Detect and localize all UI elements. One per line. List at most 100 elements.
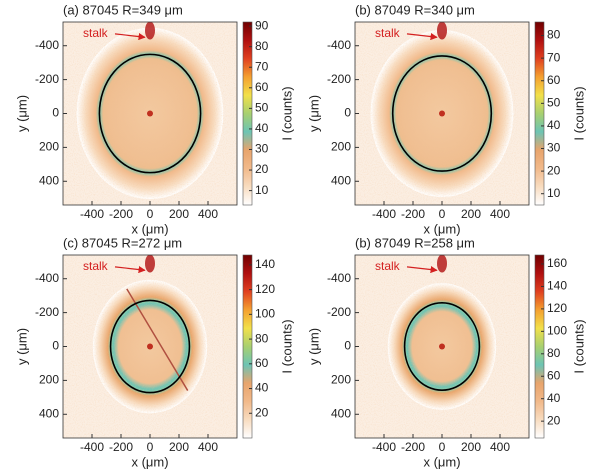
colorbar-tick-label: 140 xyxy=(255,257,275,271)
x-tick-label: 0 xyxy=(439,207,446,221)
x-axis-label: x (μm) xyxy=(423,454,460,469)
colorbar-tick-label: 30 xyxy=(255,142,269,156)
annotation: stalk xyxy=(375,259,401,273)
x-tick-label: 400 xyxy=(198,440,218,454)
x-tick-label: 200 xyxy=(169,207,189,221)
y-tick-label: -400 xyxy=(327,271,351,285)
stalk-blob xyxy=(437,22,447,40)
heatmap-image xyxy=(63,255,237,438)
colorbar-tick-label: 80 xyxy=(255,39,269,53)
center-spot xyxy=(147,343,153,350)
heatmap-image xyxy=(355,22,529,205)
colorbar-tick-label: 20 xyxy=(255,162,269,176)
x-tick-label: 400 xyxy=(198,207,218,221)
x-tick-label: 0 xyxy=(147,440,154,454)
colorbar-label: I (counts) xyxy=(279,319,294,373)
colorbar-tick-label: 20 xyxy=(547,413,561,427)
x-tick-label: 400 xyxy=(490,207,510,221)
y-tick-label: 400 xyxy=(39,406,59,420)
x-tick-label: -200 xyxy=(109,207,133,221)
y-tick-label: 400 xyxy=(331,173,351,187)
colorbar-tick-label: 100 xyxy=(255,307,275,321)
center-spot xyxy=(439,110,445,117)
colorbar-tick-label: 20 xyxy=(547,163,561,177)
y-tick-label: -400 xyxy=(35,271,59,285)
y-tick-label: 200 xyxy=(39,140,59,154)
colorbar-tick-label: 60 xyxy=(255,356,269,370)
x-tick-label: 0 xyxy=(439,440,446,454)
fit-circle xyxy=(98,53,202,174)
y-tick-label: 0 xyxy=(52,339,59,353)
x-axis-label: x (μm) xyxy=(131,454,168,469)
colorbar-tick-label: 40 xyxy=(547,391,561,405)
heatmap-image xyxy=(355,255,529,438)
panel-title: (c) 87045 R=272 μm xyxy=(63,235,182,250)
colorbar-tick-label: 120 xyxy=(255,282,275,296)
y-tick-label: 200 xyxy=(331,140,351,154)
y-tick-label: 0 xyxy=(52,106,59,120)
y-tick-label: -200 xyxy=(327,305,351,319)
annotation-arrow xyxy=(114,32,146,41)
colorbar-tick-label: 10 xyxy=(255,183,269,197)
y-axis-label: y (μm) xyxy=(306,328,321,365)
colorbar-label: I (counts) xyxy=(571,319,586,373)
colorbar-tick-label: 20 xyxy=(255,405,269,419)
colorbar-tick-label: 70 xyxy=(255,59,269,73)
center-spot xyxy=(147,110,153,117)
center-spot xyxy=(439,343,445,350)
y-tick-label: 200 xyxy=(39,373,59,387)
x-tick-label: 200 xyxy=(169,440,189,454)
colorbar-tick-label: 100 xyxy=(547,324,567,338)
colorbar-tick-label: 70 xyxy=(547,50,561,64)
annotation-arrow xyxy=(406,265,438,274)
colorbar xyxy=(534,254,545,439)
y-tick-label: 400 xyxy=(39,173,59,187)
y-tick-label: -200 xyxy=(327,72,351,86)
x-tick-label: -200 xyxy=(401,440,425,454)
x-tick-label: -400 xyxy=(80,440,104,454)
x-axis-label: x (μm) xyxy=(131,221,168,236)
x-axis-label: x (μm) xyxy=(423,221,460,236)
colorbar xyxy=(534,21,545,206)
y-axis-label: y (μm) xyxy=(14,95,29,132)
colorbar-tick-label: 50 xyxy=(547,96,561,110)
y-tick-label: -200 xyxy=(35,305,59,319)
y-tick-label: -400 xyxy=(35,38,59,52)
panel-title: (a) 87045 R=349 μm xyxy=(63,2,183,17)
y-tick-label: -200 xyxy=(35,72,59,86)
colorbar-tick-label: 80 xyxy=(547,28,561,42)
y-tick-label: 0 xyxy=(344,339,351,353)
fit-circle xyxy=(391,55,493,172)
colorbar-tick-label: 40 xyxy=(255,381,269,395)
fit-circle xyxy=(403,301,481,392)
colorbar-tick-label: 60 xyxy=(255,80,269,94)
colorbar-label: I (counts) xyxy=(279,86,294,140)
colorbar-tick-label: 160 xyxy=(547,256,567,270)
panel-title: (b) 87049 R=258 μm xyxy=(355,235,475,250)
colorbar-tick-label: 60 xyxy=(547,368,561,382)
x-tick-label: -200 xyxy=(401,207,425,221)
colorbar-tick-label: 40 xyxy=(255,121,269,135)
panel-title: (b) 87049 R=340 μm xyxy=(355,2,475,17)
colorbar-tick-label: 80 xyxy=(255,331,269,345)
x-tick-label: 400 xyxy=(490,440,510,454)
colorbar-tick-label: 140 xyxy=(547,279,567,293)
x-tick-label: -400 xyxy=(372,440,396,454)
colorbar-label: I (counts) xyxy=(571,86,586,140)
stalk-blob xyxy=(145,255,155,273)
y-tick-label: 0 xyxy=(344,106,351,120)
colorbar xyxy=(242,254,253,439)
colorbar-tick-label: 80 xyxy=(547,346,561,360)
heatmap-image xyxy=(63,22,237,205)
annotation: stalk xyxy=(375,26,401,40)
y-axis-label: y (μm) xyxy=(14,328,29,365)
annotation: stalk xyxy=(83,26,109,40)
x-tick-label: -200 xyxy=(109,440,133,454)
colorbar-tick-label: 90 xyxy=(255,18,269,32)
y-tick-label: 400 xyxy=(331,406,351,420)
fit-circle xyxy=(109,299,191,394)
annotation-arrow xyxy=(114,265,146,274)
x-tick-label: -400 xyxy=(372,207,396,221)
colorbar-tick-label: 10 xyxy=(547,186,561,200)
